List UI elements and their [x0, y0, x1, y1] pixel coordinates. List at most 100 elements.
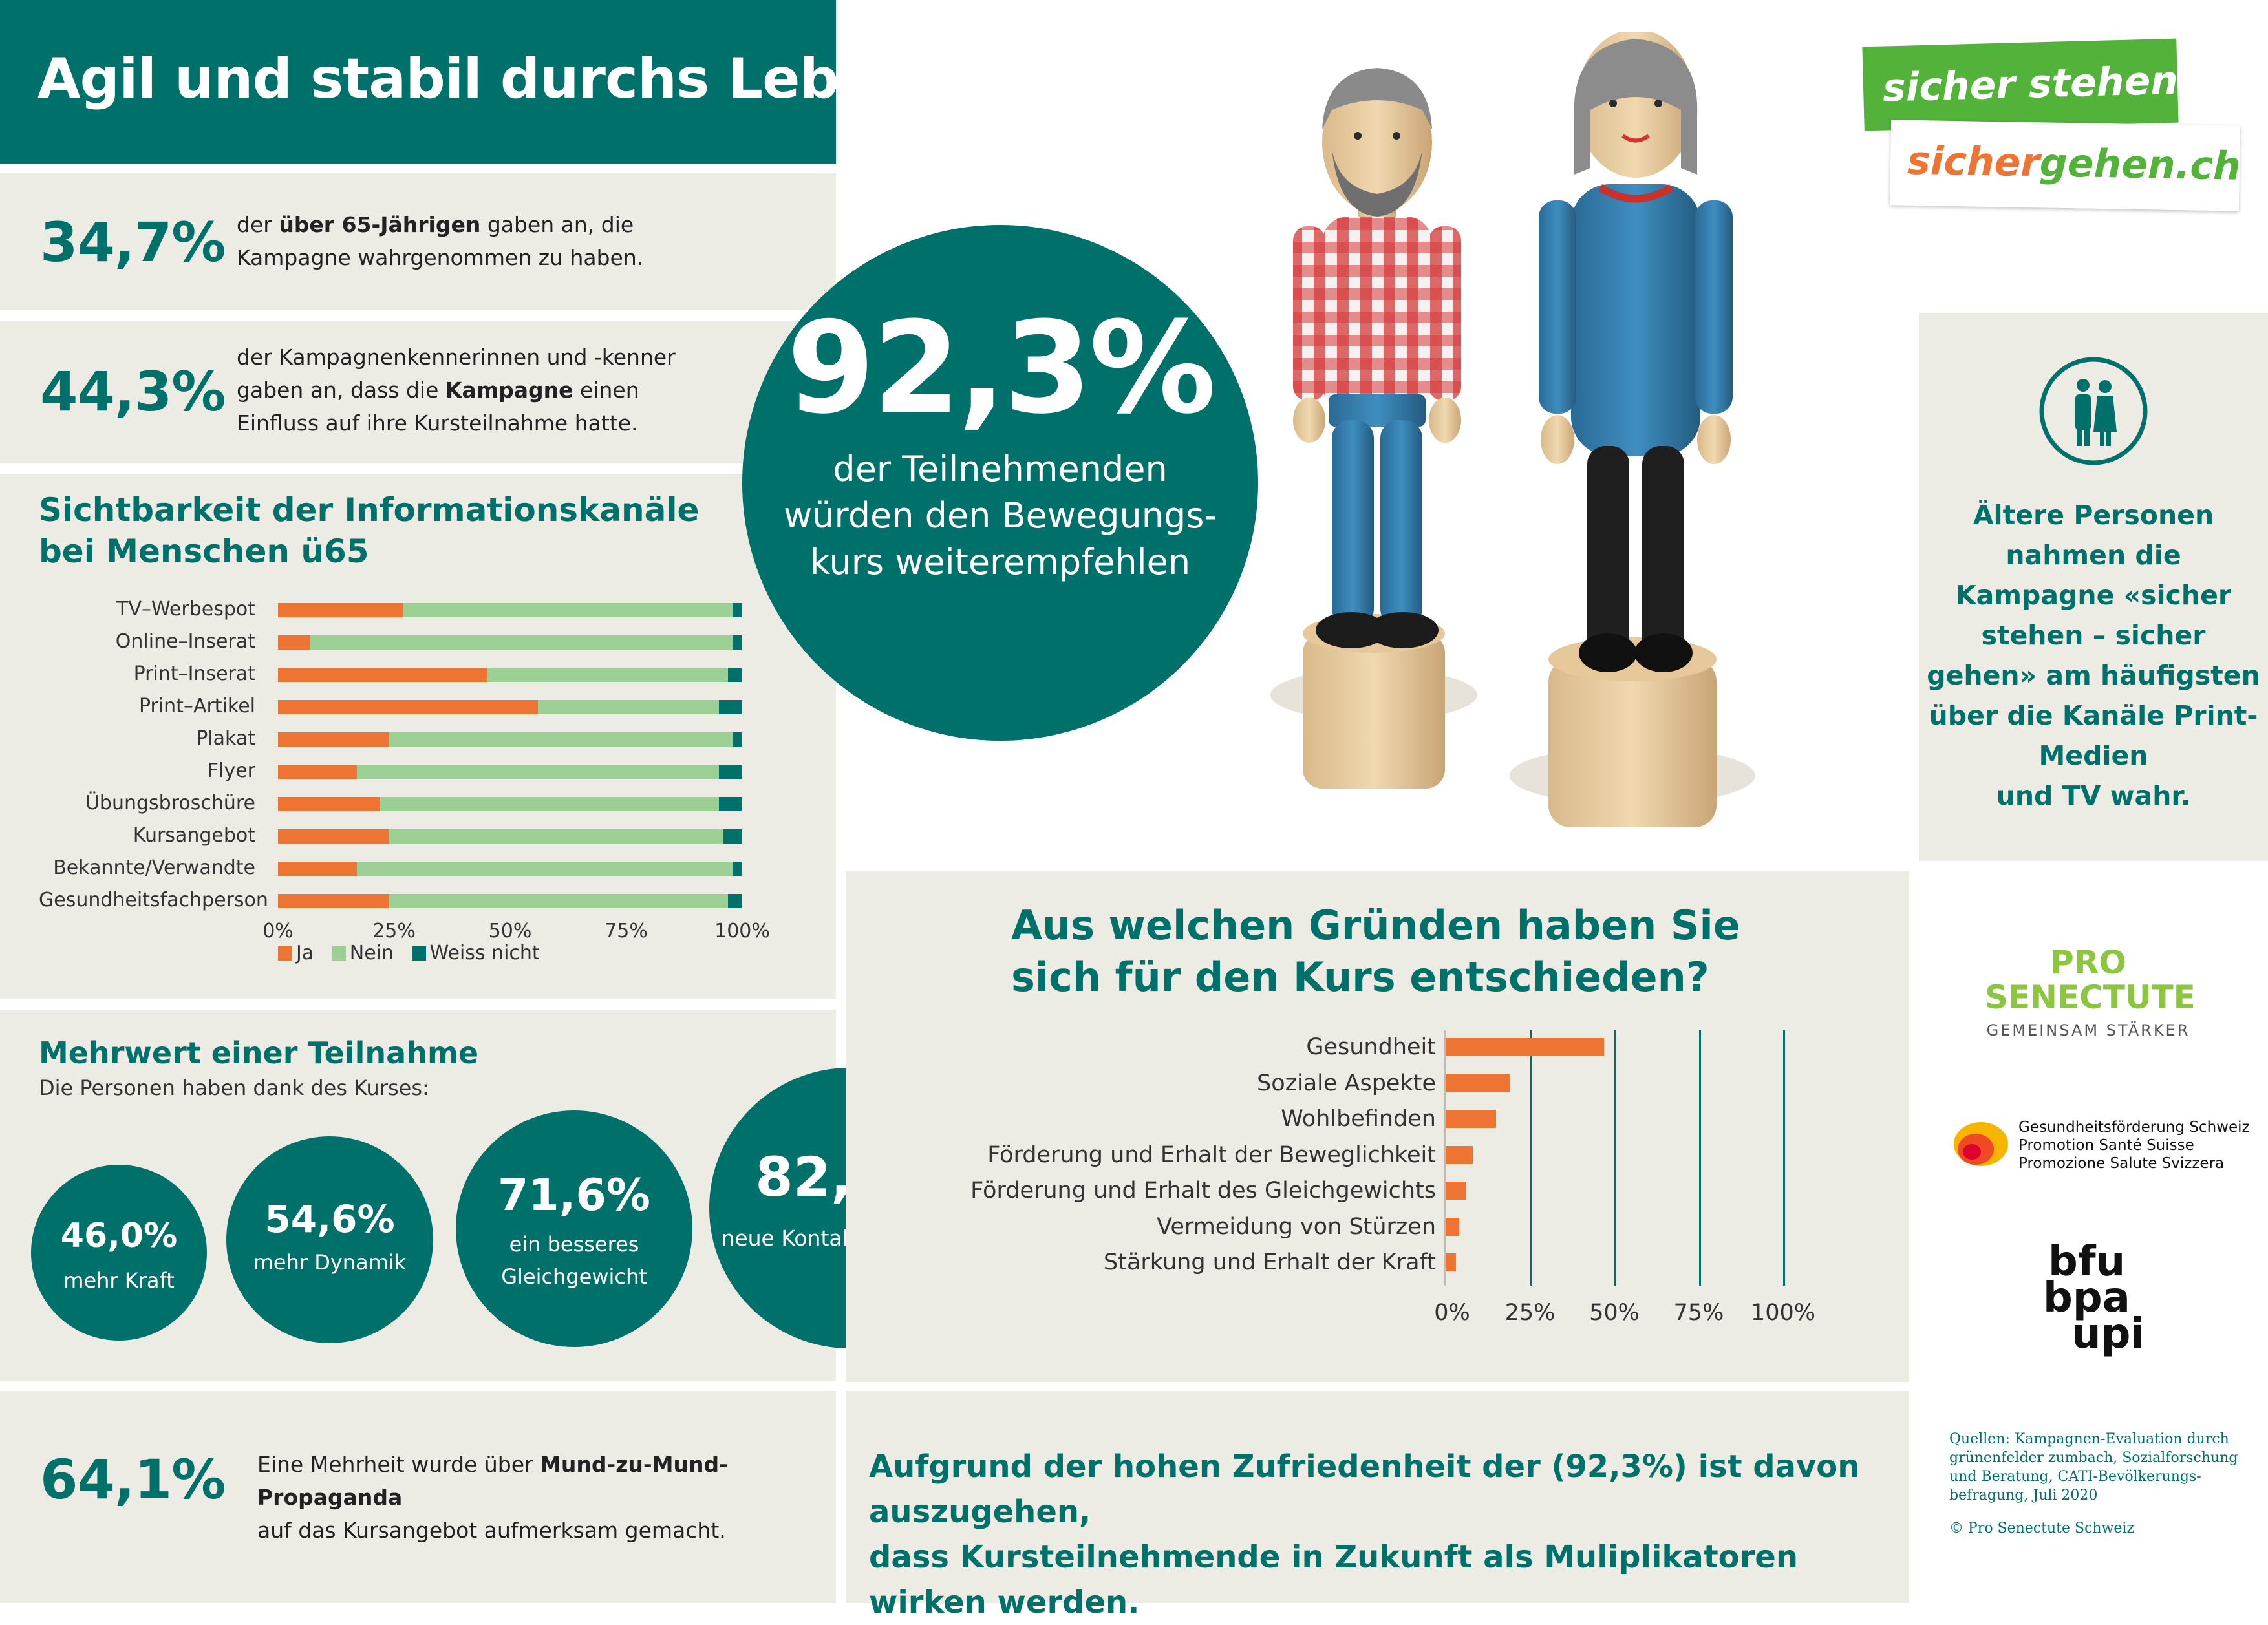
reasons-bar [1446, 1182, 1466, 1200]
page-title: Agil und stabil durchs Leben [37, 47, 915, 111]
reasons-bar [1446, 1145, 1473, 1164]
visibility-bar-nein [538, 700, 720, 714]
reasons-gridline [1698, 1030, 1701, 1286]
visibility-bar-ja [278, 603, 403, 617]
title-bar: Agil und stabil durchs Leben [0, 0, 915, 164]
visibility-bar-nein [487, 668, 729, 682]
reasons-category-label: Förderung und Erhalt des Gleichgewichts [970, 1178, 1436, 1204]
stat-panel-1: 34,7% der über 65-Jährigen gaben an, die… [0, 173, 836, 310]
visibility-bar-ja [278, 862, 358, 876]
visibility-bar-nein [403, 603, 733, 617]
visibility-category-label: Übungsbroschüre [85, 792, 255, 814]
reasons-category-label: Gesundheit [1306, 1034, 1436, 1060]
visibility-bar-ja [278, 635, 311, 650]
visibility-chart: TV–Werbespot Online–Inserat Print–Inserat P… [0, 474, 836, 999]
stat-text-3: Eine Mehrheit wurde über Mund-zu-Mund-Pr… [257, 1452, 728, 1543]
visibility-x-tick: 0% [262, 920, 294, 942]
visibility-category-label: TV–Werbespot [116, 598, 255, 621]
visibility-bar-weiss-nicht [733, 603, 742, 617]
visibility-category-label: Gesundheitsfachperson [39, 889, 268, 911]
reasons-chart: Gesundheit Soziale Aspekte Wohlbefinden För… [846, 871, 1909, 1382]
visibility-bar-weiss-nicht [733, 635, 742, 650]
recommend-line-3: kurs weiterempfehlen [809, 542, 1191, 582]
reasons-category-label: Wohlbefinden [1281, 1106, 1436, 1132]
visibility-x-tick: 25% [372, 920, 416, 942]
legend-nein: Nein [331, 942, 394, 964]
visibility-category-label: Plakat [196, 727, 255, 750]
side-info-panel [1919, 313, 2268, 861]
reasons-gridline [1614, 1030, 1616, 1286]
visibility-bar-ja [278, 765, 358, 779]
pro-senectute-logo: PRO SENECTUTE GEMEINSAM STÄRKER [1985, 944, 2196, 1039]
logo-sicher-stehen: sicher stehen [1862, 38, 2179, 131]
stat-value-1: 34,7% [40, 211, 226, 274]
reasons-category-label: Stärkung und Erhalt der Kraft [1104, 1249, 1436, 1275]
visibility-bar-ja [278, 829, 390, 844]
recommend-line-2: würden den Bewegungs- [784, 495, 1217, 536]
visibility-bar-ja [278, 668, 487, 682]
reasons-x-tick: 25% [1504, 1299, 1556, 1326]
side-info-text: Ältere Personen nahmen die Kampagne «sic… [1927, 500, 2260, 811]
visibility-x-tick: 100% [714, 920, 770, 942]
visibility-category-label: Online–Inserat [115, 630, 255, 653]
visibility-bar-nein [389, 732, 733, 747]
bfu-logo: bfu bpa upi [2043, 1238, 2145, 1358]
reasons-bar [1446, 1253, 1456, 1271]
mehrwert-circle-2: 54,6% mehr Dynamik [226, 1136, 433, 1343]
people-icon [2039, 357, 2148, 465]
visibility-x-tick: 50% [488, 920, 532, 942]
visibility-bar-weiss-nicht [733, 732, 742, 747]
reasons-x-tick: 50% [1589, 1299, 1640, 1326]
figure-man [1270, 68, 1477, 789]
reasons-bar [1446, 1074, 1510, 1092]
stat-text-2: der Kampagnenkennerinnen und -kenner gab… [237, 345, 676, 436]
reasons-gridline [1530, 1030, 1532, 1286]
reasons-gridline [1783, 1030, 1785, 1286]
visibility-bar-weiss-nicht [719, 700, 742, 714]
mehrwert-circle-3: 71,6% ein besseres Gleichgewicht [456, 1110, 692, 1347]
reasons-category-label: Soziale Aspekte [1256, 1070, 1436, 1096]
visibility-bar-ja [278, 700, 539, 714]
reasons-chart-title: Aus welchen Gründen haben Sie sich für d… [1011, 902, 1740, 1001]
logo-sichergehen: sichergehen.ch [1889, 120, 2241, 211]
visibility-bar-weiss-nicht [733, 862, 742, 876]
mehrwert-circle-1: 46,0% mehr Kraft [31, 1165, 207, 1341]
stat-text-1: der über 65-Jährigen gaben an, die Kampa… [237, 212, 644, 270]
visibility-category-label: Flyer [207, 759, 255, 782]
mehrwert-panel: Mehrwert einer Teilnahme Die Personen ha… [0, 1010, 990, 1381]
sources-text: Quellen: Kampagnen-Evaluation durch grün… [1949, 1431, 2238, 1536]
recommend-circle: 92,3% der Teilnehmenden würden den Beweg… [742, 225, 1258, 741]
mehrwert-subtitle: Die Personen haben dank des Kurses: [39, 1076, 429, 1100]
visibility-bar-nein [380, 797, 720, 811]
stat-panel-3: 64,1% Eine Mehrheit wurde über Mund-zu-M… [0, 1391, 836, 1603]
visibility-bar-weiss-nicht [723, 829, 742, 844]
reasons-bar [1446, 1110, 1497, 1128]
visibility-legend: Ja Nein Weiss nicht [278, 942, 540, 964]
reasons-category-label: Vermeidung von Stürzen [1157, 1213, 1436, 1240]
mehrwert-title: Mehrwert einer Teilnahme [39, 1036, 479, 1070]
stat-value-3: 64,1% [40, 1448, 226, 1511]
reasons-bar [1446, 1038, 1605, 1056]
figure-woman [1510, 32, 1755, 827]
visibility-bar-weiss-nicht [728, 668, 742, 682]
visibility-bar-weiss-nicht [719, 797, 742, 811]
reasons-x-tick: 75% [1673, 1299, 1724, 1326]
conclusion-text: Aufgrund der hohen Zufriedenheit der (92… [869, 1449, 1860, 1620]
visibility-bar-nein [310, 635, 733, 650]
visibility-panel: Sichtbarkeit der Informationskanäle bei … [0, 474, 836, 999]
visibility-x-tick: 75% [604, 920, 648, 942]
visibility-bar-nein [357, 765, 720, 779]
reasons-panel: Aus welchen Gründen haben Sie sich für d… [846, 871, 1909, 1382]
reasons-axis [1444, 1030, 1446, 1286]
wooden-figures-image [1270, 32, 1755, 827]
visibility-bar-ja [278, 894, 390, 908]
gfs-logo-mark [1954, 1122, 2008, 1166]
stat-panel-2: 44,3% der Kampagnenkennerinnen und -kenn… [0, 321, 836, 463]
visibility-bar-nein [389, 894, 729, 908]
visibility-category-label: Kursangebot [133, 824, 255, 847]
stat-value-2: 44,3% [40, 360, 226, 423]
legend-weiss-nicht: Weiss nicht [411, 942, 540, 964]
recommend-line-1: der Teilnehmenden [833, 449, 1168, 489]
recommend-value: 92,3% [787, 295, 1216, 442]
visibility-bar-nein [389, 829, 724, 844]
